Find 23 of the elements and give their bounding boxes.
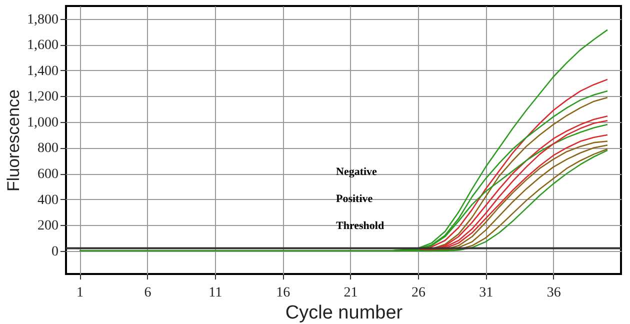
- y-axis-title: Fluorescence: [4, 89, 23, 192]
- y-tick-label: 400: [38, 192, 58, 208]
- x-tick-label: 6: [144, 286, 152, 300]
- x-axis-title: Cycle number: [285, 302, 404, 324]
- x-tick-label: 26: [411, 286, 426, 300]
- y-tick-label: 800: [38, 141, 58, 156]
- x-tick-label: 31: [479, 286, 494, 300]
- x-tick-label: 16: [276, 286, 290, 300]
- annotation: Negative: [336, 166, 378, 178]
- y-tick-label: 1,000: [27, 115, 58, 130]
- x-tick-label: 1: [76, 286, 84, 300]
- y-tick-label: 1,800: [27, 12, 58, 28]
- x-tick-label: 11: [208, 286, 222, 300]
- y-tick-label: 1,200: [27, 90, 58, 105]
- x-tick-label: 21: [344, 286, 358, 300]
- annotation: Threshold: [336, 220, 384, 232]
- y-tick-label: 200: [38, 218, 58, 234]
- x-tick-label: 36: [546, 286, 561, 300]
- annotation: Positive: [336, 193, 373, 205]
- y-tick-label: 600: [38, 167, 58, 182]
- y-tick-label: 0: [52, 244, 58, 260]
- y-tick-label: 1,600: [27, 38, 58, 54]
- y-tick-label: 1,400: [27, 64, 58, 79]
